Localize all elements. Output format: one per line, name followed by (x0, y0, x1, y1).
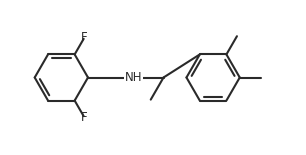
Text: F: F (81, 31, 88, 44)
Text: F: F (81, 111, 88, 124)
Text: NH: NH (125, 71, 142, 84)
